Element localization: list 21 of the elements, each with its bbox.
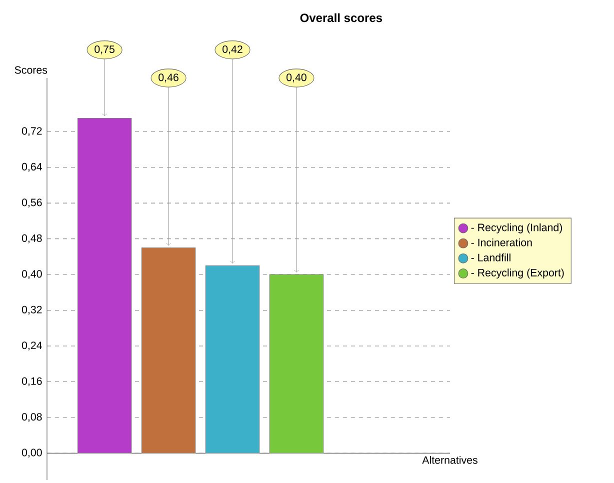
data-label: 0,46: [158, 74, 178, 82]
y-tick-label: 0,08: [22, 413, 42, 422]
y-tick-label: 0,32: [22, 306, 42, 315]
x-axis-title: Alternatives: [422, 456, 478, 464]
y-tick-label: 0,24: [22, 342, 42, 350]
data-label: 0,75: [94, 45, 114, 54]
y-tick-label: 0,56: [22, 198, 42, 208]
legend-label: - Recycling (Export): [471, 268, 564, 279]
y-tick-label: 0,16: [22, 377, 42, 386]
legend-label: - Landfill: [471, 254, 510, 262]
data-label: 0,42: [222, 45, 242, 54]
legend-label: - Incineration: [471, 238, 532, 246]
y-tick-label: 0,00: [22, 448, 42, 458]
y-tick-label: 0,40: [22, 270, 42, 279]
chart-title: Overall scores: [300, 13, 382, 22]
legend-label: - Recycling (Inland): [471, 223, 562, 234]
y-tick-label: 0,48: [22, 234, 42, 244]
data-label: 0,40: [286, 74, 306, 82]
y-tick-label: 0,64: [22, 162, 42, 172]
y-axis-title: Scores: [14, 66, 48, 74]
y-tick-label: 0,72: [22, 127, 42, 136]
